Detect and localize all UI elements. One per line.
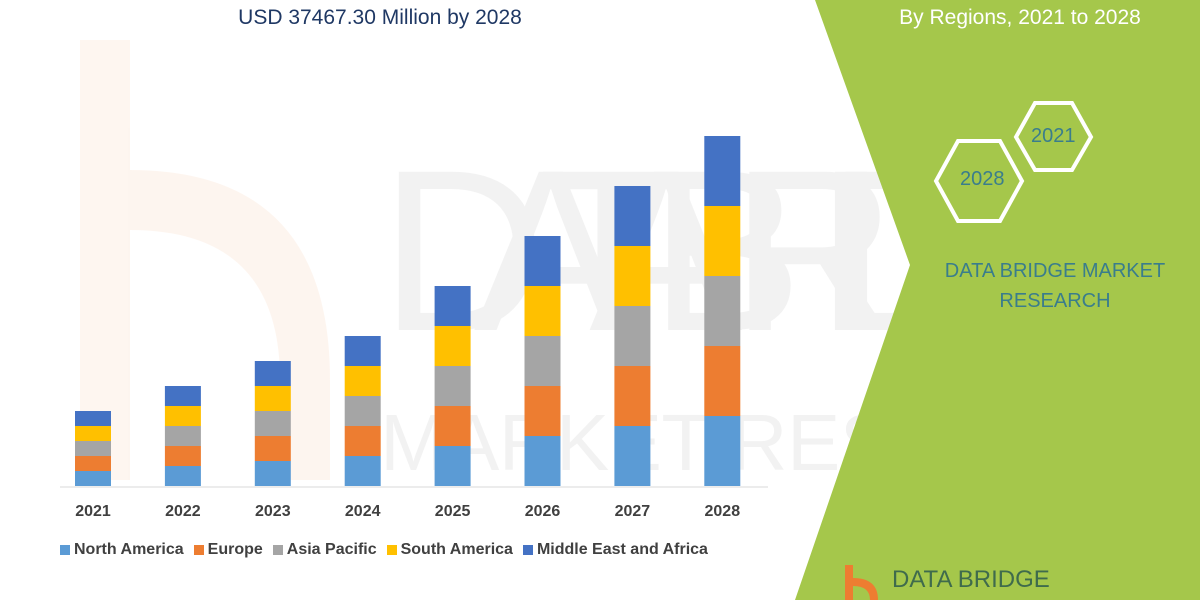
legend-label: Asia Pacific	[286, 541, 377, 558]
legend-item: Middle East and Africa	[522, 541, 708, 559]
bar-2021-asia-pacific	[75, 441, 111, 456]
bar-2021-north-america	[75, 471, 111, 486]
chart-subtitle: By Regions, 2021 to 2028	[899, 6, 1141, 29]
bar-2027-europe	[614, 366, 651, 426]
bars	[75, 136, 741, 486]
legend-item: Europe	[193, 541, 263, 559]
bar-2023-north-america	[254, 461, 291, 486]
bar-2022-asia-pacific	[164, 426, 201, 446]
bar-2026-europe	[524, 386, 561, 436]
bar-2027-middle-east-and-africa	[614, 186, 651, 246]
bar-2024-north-america	[344, 456, 381, 486]
hexagon-2028	[933, 139, 1025, 223]
bar-2027-north-america	[614, 426, 651, 486]
legend: North America Europe Asia Pacific South Ame…	[60, 541, 708, 559]
bar-2021-middle-east-and-africa	[75, 411, 111, 426]
bar-2028-south-america	[704, 206, 741, 276]
x-tick-label: 2027	[614, 503, 651, 520]
bar-2024-south-america	[344, 366, 381, 396]
bar-2025-europe	[434, 406, 471, 446]
legend-swatch	[60, 545, 70, 555]
legend-swatch	[272, 545, 283, 555]
brand-text: DATA BRIDGE MARKET RESEARCH	[920, 256, 1190, 316]
chart-title: USD 37467.30 Million by 2028	[238, 6, 522, 29]
hex-label-2021: 2021	[1031, 125, 1076, 147]
legend-item: South America	[386, 541, 513, 559]
bar-2028-north-america	[704, 416, 741, 486]
bar-2021-south-america	[75, 426, 111, 441]
x-tick-label: 2028	[704, 503, 741, 520]
bar-2023-europe	[254, 436, 291, 461]
bar-2026-south-america	[524, 286, 561, 336]
legend-item: Asia Pacific	[272, 541, 377, 559]
x-tick-label: 2023	[255, 503, 291, 520]
bar-2024-asia-pacific	[344, 396, 381, 426]
green-panel	[795, 0, 1200, 600]
legend-swatch	[386, 545, 397, 555]
brand-line-2: RESEARCH	[999, 290, 1111, 312]
bar-2027-south-america	[614, 246, 651, 306]
bar-2025-middle-east-and-africa	[434, 286, 471, 326]
bar-2021-europe	[75, 456, 111, 471]
bar-2025-south-america	[434, 326, 471, 366]
legend-label: Europe	[207, 541, 263, 558]
bar-2026-north-america	[524, 436, 561, 486]
bar-2028-middle-east-and-africa	[704, 136, 741, 206]
bar-2028-europe	[704, 346, 741, 416]
brand-line-1: DATA BRIDGE MARKET	[944, 260, 1166, 282]
bar-2027-asia-pacific	[614, 306, 651, 366]
hexagon-2021	[1013, 101, 1094, 172]
bar-2023-middle-east-and-africa	[254, 361, 291, 386]
bar-2022-middle-east-and-africa	[164, 386, 201, 406]
bar-2022-europe	[164, 446, 201, 466]
footer-logo-icon	[845, 565, 878, 600]
bar-2022-south-america	[164, 406, 201, 426]
bar-2024-middle-east-and-africa	[344, 336, 381, 366]
bar-2025-asia-pacific	[434, 366, 471, 406]
legend-swatch	[522, 545, 533, 555]
bar-2025-north-america	[434, 446, 471, 486]
legend-swatch	[193, 545, 204, 555]
footer-logo-text: DATA BRIDGE	[892, 566, 1050, 593]
x-tick-label: 2025	[434, 503, 471, 520]
bar-2023-asia-pacific	[254, 411, 291, 436]
bar-2026-asia-pacific	[524, 336, 561, 386]
bar-2022-north-america	[164, 466, 201, 486]
legend-label: North America	[74, 541, 184, 558]
legend-label: Middle East and Africa	[536, 541, 708, 558]
x-tick-label: 2026	[524, 503, 561, 520]
bar-2024-europe	[344, 426, 381, 456]
x-tick-label: 2022	[165, 503, 201, 520]
x-tick-label: 2021	[75, 503, 111, 520]
hex-label-2028: 2028	[960, 168, 1005, 190]
legend-item: North America	[60, 541, 184, 559]
bar-2026-middle-east-and-africa	[524, 236, 561, 286]
legend-label: South America	[400, 541, 513, 558]
bar-2023-south-america	[254, 386, 291, 411]
bar-2028-asia-pacific	[704, 276, 741, 346]
x-tick-label: 2024	[344, 503, 381, 520]
